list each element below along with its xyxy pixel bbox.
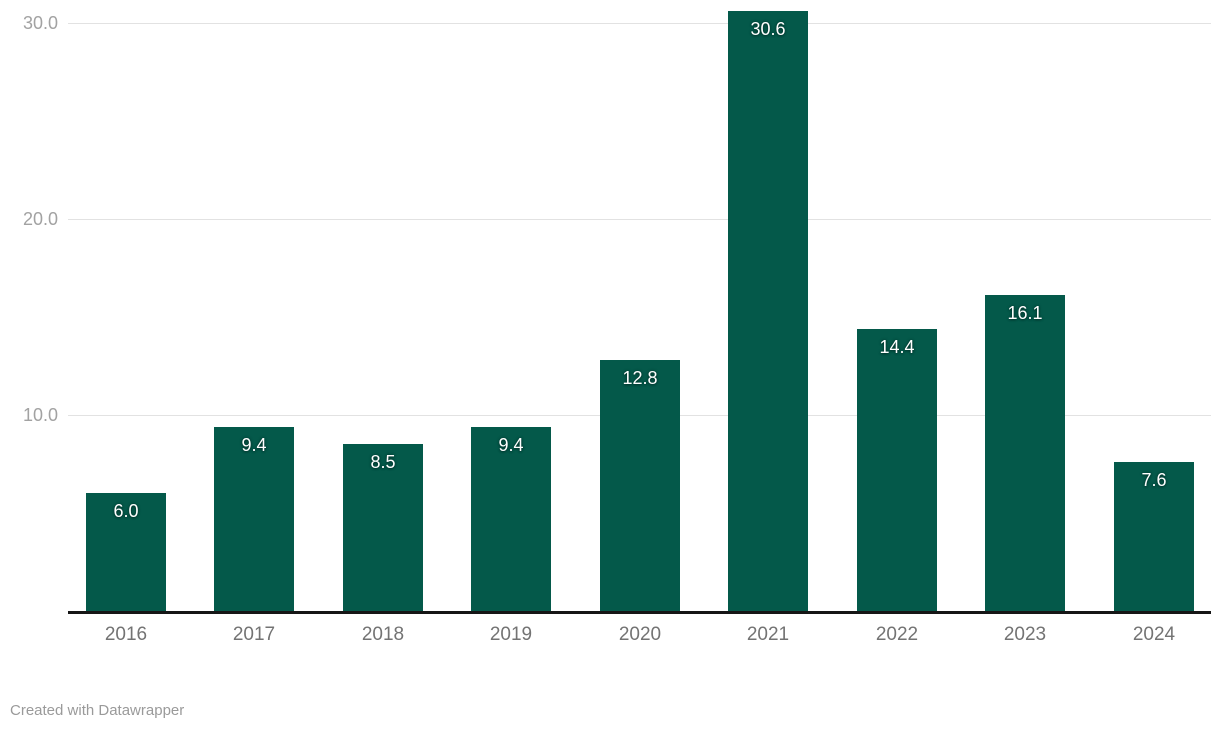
x-axis-category-label: 2016: [104, 624, 148, 645]
attribution-text: Created with Datawrapper: [10, 702, 185, 719]
bar-value-label: 16.1: [1007, 303, 1043, 323]
gridline: [68, 23, 1211, 24]
bar-value-label: 7.6: [1141, 470, 1167, 490]
bar: 9.4: [214, 427, 294, 611]
bar: 6.0: [86, 493, 166, 611]
y-axis-tick-label: 10.0: [22, 405, 58, 425]
bar-value-label: 9.4: [498, 435, 524, 455]
bar-value-label: 6.0: [113, 501, 139, 521]
y-axis-tick-label: 30.0: [22, 13, 58, 33]
bar: 9.4: [471, 427, 551, 611]
bar: 12.8: [600, 360, 680, 611]
x-axis-category-label: 2019: [489, 624, 533, 645]
bar: 7.6: [1114, 462, 1194, 611]
x-axis-category-label: 2023: [1003, 624, 1047, 645]
bar: 14.4: [857, 329, 937, 611]
bar: 30.6: [728, 11, 808, 611]
y-axis-tick-label: 20.0: [22, 209, 58, 229]
x-axis-category-label: 2021: [746, 624, 790, 645]
bar-value-label: 8.5: [370, 452, 396, 472]
x-axis-line: [68, 611, 1211, 614]
plot-area: 10.0 20.0 30.0 6.0 2016 9.4 2017 8.5 2018 9.4 2019…: [22, 11, 1211, 645]
x-axis-category-label: 2018: [361, 624, 405, 645]
bar: 16.1: [985, 295, 1065, 611]
bar-value-label: 9.4: [241, 435, 267, 455]
bar: 8.5: [343, 444, 423, 611]
x-axis-category-label: 2024: [1132, 624, 1176, 645]
x-axis-category-label: 2020: [618, 624, 662, 645]
bar-value-label: 30.6: [750, 19, 786, 39]
gridline: [68, 219, 1211, 220]
x-axis-category-label: 2022: [875, 624, 919, 645]
bar-value-label: 12.8: [622, 368, 658, 388]
x-axis-category-label: 2017: [232, 624, 276, 645]
bar-value-label: 14.4: [879, 337, 915, 357]
